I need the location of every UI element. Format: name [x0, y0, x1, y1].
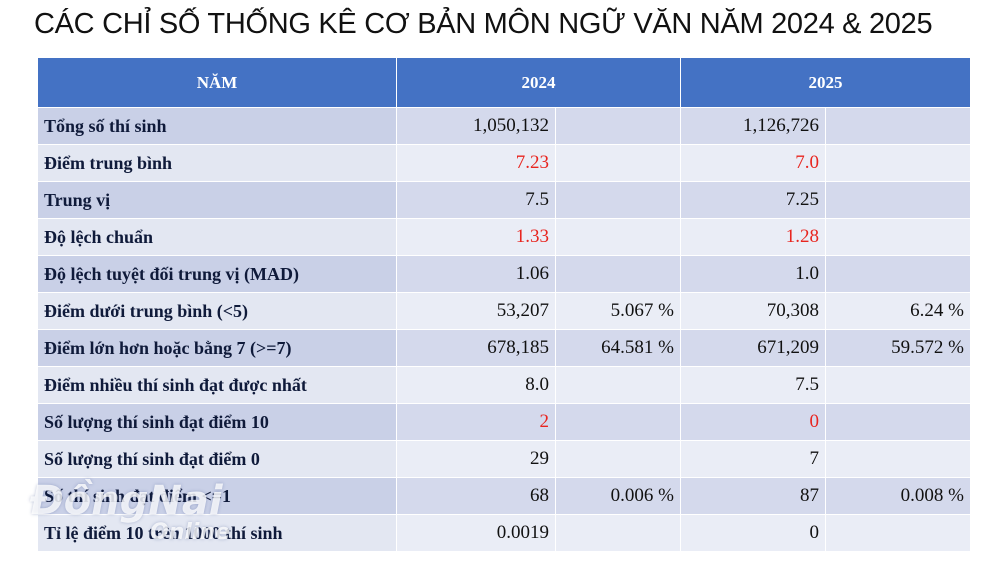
- value-cell: [555, 144, 681, 182]
- table-row: Số lượng thí sinh đạt điểm 10 2 0: [37, 403, 971, 441]
- row-label: Tổng số thí sinh: [37, 107, 397, 145]
- value-cell: [825, 403, 971, 441]
- value-cell: 87: [680, 477, 826, 515]
- value-cell: [825, 440, 971, 478]
- value-cell: [825, 144, 971, 182]
- table-row: Tổng số thí sinh 1,050,132 1,126,726: [37, 107, 971, 145]
- value-cell: 29: [396, 440, 556, 478]
- row-label: Độ lệch tuyệt đối trung vị (MAD): [37, 255, 397, 293]
- title: CÁC CHỈ SỐ THỐNG KÊ CƠ BẢN MÔN NGỮ VĂN N…: [34, 8, 933, 40]
- value-cell: 1.33: [396, 218, 556, 256]
- value-cell: [825, 255, 971, 293]
- value-cell: 0.0019: [396, 514, 556, 552]
- value-cell: 1,126,726: [680, 107, 826, 145]
- value-cell: [555, 107, 681, 145]
- table-row: Điểm lớn hơn hoặc bằng 7 (>=7) 678,185 64.…: [37, 329, 971, 367]
- table-row: Điểm dưới trung bình (<5) 53,207 5.067 % 70…: [37, 292, 971, 330]
- table-body: Tổng số thí sinh 1,050,132 1,126,726 Điểm t…: [37, 107, 971, 552]
- row-label: Số lượng thí sinh đạt điểm 0: [37, 440, 397, 478]
- value-cell: [555, 255, 681, 293]
- row-label: Số thí sinh đạt điểm <=1: [37, 477, 397, 515]
- header-cell: NĂM: [37, 57, 397, 108]
- table-row: Điểm trung bình 7.23 7.0: [37, 144, 971, 182]
- value-cell: 7.25: [680, 181, 826, 219]
- value-cell: [825, 218, 971, 256]
- value-cell: 678,185: [396, 329, 556, 367]
- value-cell: 53,207: [396, 292, 556, 330]
- value-cell: 5.067 %: [555, 292, 681, 330]
- stats-table: NĂM 2024 2025 Tổng số thí sinh 1,050,132 1…: [37, 57, 971, 552]
- header-row: NĂM 2024 2025: [37, 57, 971, 108]
- table-row: Số lượng thí sinh đạt điểm 0 29 7: [37, 440, 971, 478]
- value-cell: 6.24 %: [825, 292, 971, 330]
- value-cell: 1.06: [396, 255, 556, 293]
- row-label: Trung vị: [37, 181, 397, 219]
- table-row: Độ lệch chuẩn 1.33 1.28: [37, 218, 971, 256]
- value-cell: 671,209: [680, 329, 826, 367]
- value-cell: [825, 107, 971, 145]
- value-cell: [825, 514, 971, 552]
- value-cell: [825, 366, 971, 404]
- value-cell: 1.0: [680, 255, 826, 293]
- value-cell: 7.0: [680, 144, 826, 182]
- value-cell: 7.5: [680, 366, 826, 404]
- row-label: Điểm nhiều thí sinh đạt được nhất: [37, 366, 397, 404]
- value-cell: 0: [680, 403, 826, 441]
- value-cell: [555, 181, 681, 219]
- row-label: Điểm lớn hơn hoặc bằng 7 (>=7): [37, 329, 397, 367]
- table-row: Số thí sinh đạt điểm <=1 68 0.006 % 87 0.008…: [37, 477, 971, 515]
- value-cell: 0.006 %: [555, 477, 681, 515]
- row-label: Điểm dưới trung bình (<5): [37, 292, 397, 330]
- value-cell: 59.572 %: [825, 329, 971, 367]
- value-cell: [555, 440, 681, 478]
- value-cell: 7.23: [396, 144, 556, 182]
- value-cell: 64.581 %: [555, 329, 681, 367]
- row-label: Độ lệch chuẩn: [37, 218, 397, 256]
- value-cell: [555, 403, 681, 441]
- value-cell: 1,050,132: [396, 107, 556, 145]
- value-cell: 0: [680, 514, 826, 552]
- table-row: Tỉ lệ điểm 10 trên 1000 thí sinh 0.0019 0: [37, 514, 971, 552]
- value-cell: 2: [396, 403, 556, 441]
- header-cell: 2024: [396, 57, 681, 108]
- row-label: Số lượng thí sinh đạt điểm 10: [37, 403, 397, 441]
- table-row: Độ lệch tuyệt đối trung vị (MAD) 1.06 1.0: [37, 255, 971, 293]
- value-cell: 1.28: [680, 218, 826, 256]
- value-cell: [555, 366, 681, 404]
- table-row: Trung vị 7.5 7.25: [37, 181, 971, 219]
- value-cell: 7.5: [396, 181, 556, 219]
- value-cell: [555, 514, 681, 552]
- row-label: Điểm trung bình: [37, 144, 397, 182]
- value-cell: 7: [680, 440, 826, 478]
- row-label: Tỉ lệ điểm 10 trên 1000 thí sinh: [37, 514, 397, 552]
- value-cell: 8.0: [396, 366, 556, 404]
- value-cell: [555, 218, 681, 256]
- table-row: Điểm nhiều thí sinh đạt được nhất 8.0 7.5: [37, 366, 971, 404]
- value-cell: [825, 181, 971, 219]
- header-cell: 2025: [680, 57, 971, 108]
- value-cell: 70,308: [680, 292, 826, 330]
- value-cell: 0.008 %: [825, 477, 971, 515]
- value-cell: 68: [396, 477, 556, 515]
